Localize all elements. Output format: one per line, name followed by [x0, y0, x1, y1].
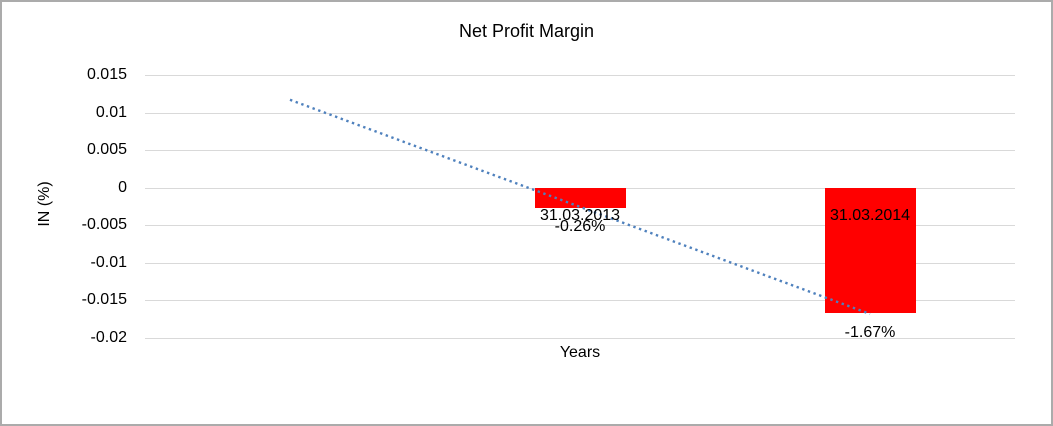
y-tick-label: -0.015 [81, 291, 127, 309]
x-axis-title: Years [559, 344, 601, 361]
y-tick-label: 0.015 [86, 66, 127, 83]
y-tick-label: 0.005 [86, 141, 127, 159]
category-label: 31.03.2014 [829, 206, 911, 224]
y-tick-label: 0.01 [95, 103, 127, 121]
y-tick-label: 0 [118, 178, 127, 196]
y-gridline [145, 150, 1015, 151]
y-gridline [145, 75, 1015, 76]
bar-31.03.2013 [535, 188, 626, 208]
chart-title: Net Profit Margin [458, 21, 595, 41]
y-tick-label: -0.005 [81, 216, 127, 234]
data-label: -1.67% [844, 324, 896, 342]
y-tick-label: -0.01 [90, 253, 127, 271]
y-gridline [145, 113, 1015, 114]
y-gridline [145, 338, 1015, 339]
y-tick-label: -0.02 [90, 329, 127, 346]
data-label: -0.26% [554, 218, 606, 236]
